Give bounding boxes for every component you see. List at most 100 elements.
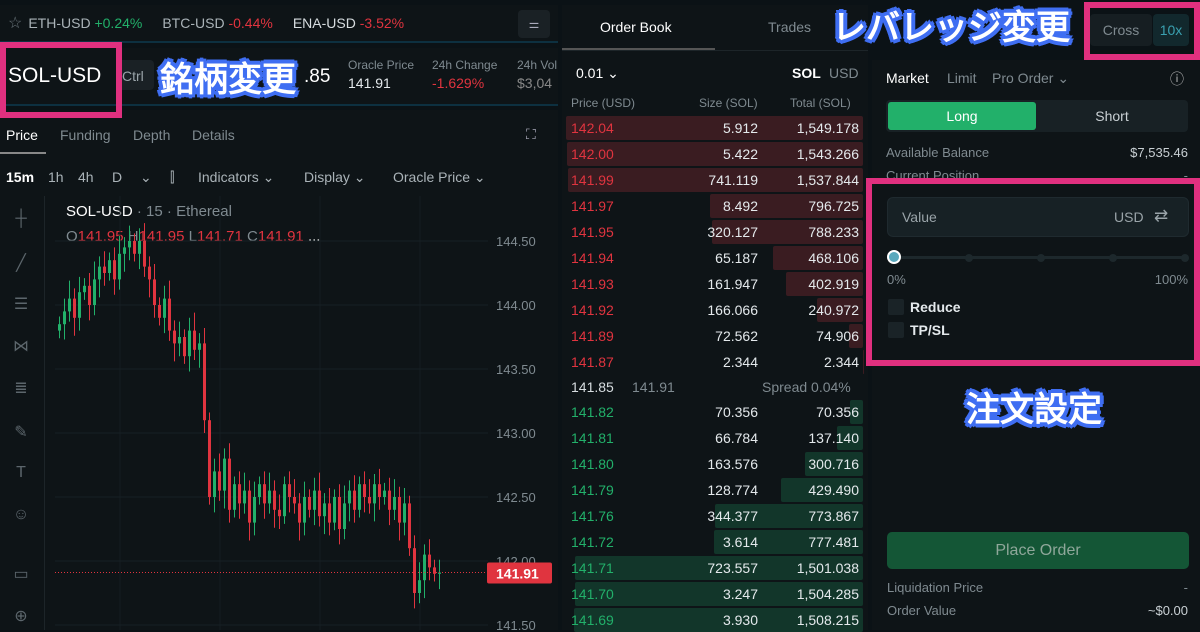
size: 5.912	[723, 120, 758, 136]
order-book-panel: Order Book Trades 0.01 ⌄ SOL USD Price (…	[562, 5, 868, 630]
ticker-change: -0.44%	[228, 15, 272, 31]
total: 137.140	[808, 430, 859, 446]
candle-body	[333, 497, 336, 523]
header-price: Price (USD)	[571, 96, 635, 110]
change-label: 24h Change	[432, 58, 497, 72]
size: 723.557	[707, 560, 758, 576]
ticker-ena[interactable]: ENA-USD -3.52%	[293, 15, 404, 31]
order-type-limit[interactable]: Limit	[947, 70, 977, 86]
size: 166.066	[707, 302, 758, 318]
ticker-btc[interactable]: BTC-USD -0.44%	[162, 15, 272, 31]
candle-body	[203, 343, 206, 420]
candle-body	[68, 299, 71, 312]
price-axis-label: 144.50	[496, 234, 536, 249]
settings-sliders-icon[interactable]: ⚌	[518, 10, 550, 38]
candle-body	[313, 491, 316, 510]
candle-body	[128, 241, 131, 247]
info-icon[interactable]: ⓘ	[1170, 69, 1184, 89]
place-order-button[interactable]: Place Order	[887, 532, 1189, 569]
candle-body	[113, 260, 116, 279]
total: 1,549.178	[797, 120, 859, 136]
side-toggle: Long Short	[886, 100, 1188, 132]
total: 1,504.285	[797, 586, 859, 602]
total: 777.481	[808, 534, 859, 550]
candle-body	[418, 580, 421, 593]
tick-size-selector[interactable]: 0.01 ⌄	[576, 65, 619, 82]
candle-body	[123, 247, 126, 253]
candle-body	[193, 331, 196, 350]
candle-body	[158, 305, 161, 318]
tab-order-book[interactable]: Order Book	[600, 19, 672, 35]
oracle-label: Oracle Price	[348, 58, 414, 72]
short-button[interactable]: Short	[1038, 102, 1186, 130]
candle-body	[178, 337, 181, 343]
candle-body	[408, 503, 411, 548]
total: 1,537.844	[797, 172, 859, 188]
long-button[interactable]: Long	[888, 102, 1036, 130]
chart-panel: Price Funding Depth Details ⛶ 15m 1h 4h …	[0, 110, 558, 630]
spread-label: Spread 0.04%	[762, 379, 851, 395]
current-price-label: 141.91	[496, 566, 539, 582]
pro-order-label: Pro Order	[992, 70, 1053, 86]
annotation-order-label: 注文設定	[966, 390, 1102, 430]
header-size: Size (SOL)	[699, 96, 758, 110]
total: 468.106	[808, 250, 859, 266]
size: 741.119	[708, 172, 758, 188]
candle-body	[208, 420, 211, 497]
size: 163.576	[707, 456, 758, 472]
size: 66.784	[715, 430, 758, 446]
unit-sol[interactable]: SOL	[792, 65, 821, 81]
candle-body	[58, 324, 61, 330]
ticker-eth[interactable]: ETH-USD +0.24%	[28, 15, 142, 31]
total: 796.725	[808, 198, 859, 214]
candle-body	[98, 267, 101, 280]
candle-body	[383, 491, 386, 497]
annotation-leverage-label: レバレッジ変更	[832, 8, 1070, 48]
ask-row[interactable]: 141.94 65.187 468.106	[566, 246, 863, 270]
total: 2.344	[824, 354, 859, 370]
order-type-market[interactable]: Market	[886, 70, 929, 86]
candle-body	[228, 459, 231, 510]
price: 142.04	[571, 120, 614, 136]
price: 141.94	[571, 250, 614, 266]
order-type-pro[interactable]: Pro Order ⌄	[992, 70, 1069, 87]
tab-trades[interactable]: Trades	[768, 19, 811, 35]
candle-body	[108, 260, 111, 273]
unit-usd[interactable]: USD	[829, 65, 859, 81]
ticker-pair: BTC-USD	[162, 15, 224, 31]
candle-body	[338, 497, 341, 529]
price: 142.00	[571, 146, 614, 162]
candlestick-chart[interactable]: 144.50144.00143.50143.00142.50142.00141.…	[0, 110, 558, 630]
size: 65.187	[715, 250, 758, 266]
ask-row[interactable]: 142.04 5.912 1,549.178	[566, 116, 863, 140]
candle-body	[168, 299, 171, 331]
candle-body	[343, 503, 346, 529]
header-total: Total (SOL)	[790, 96, 851, 110]
candle-body	[348, 491, 351, 504]
annotation-box-order	[866, 178, 1200, 366]
ticker-change: -3.52%	[360, 15, 404, 31]
price: 141.69	[571, 612, 614, 628]
ticker-pair: ETH-USD	[28, 15, 90, 31]
price-axis-label: 142.50	[496, 490, 536, 505]
candle-body	[183, 337, 186, 356]
total: 1,501.038	[797, 560, 859, 576]
star-icon[interactable]: ☆	[8, 13, 22, 33]
